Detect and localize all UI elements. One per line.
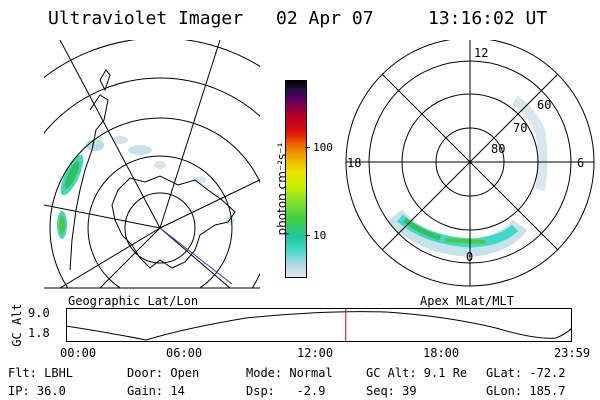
mlt-label-12: 12 — [474, 46, 489, 60]
info-glat: GLat: -72.2 — [486, 366, 566, 380]
color-scale-tick-100: 100 — [313, 141, 333, 154]
time-label: 13:16:02 UT — [428, 8, 548, 29]
info-mode: Mode: Normal — [246, 366, 333, 380]
color-scale-unit: photon cm⁻²s⁻¹ — [275, 142, 289, 236]
mlt-label-0: 0 — [466, 250, 474, 264]
apex-polar-plot — [345, 40, 595, 287]
info-gc-alt: GC Alt: 9.1 Re — [366, 366, 468, 380]
info-glon: GLon: 185.7 — [486, 384, 566, 398]
mlat-label-60: 60 — [537, 98, 552, 112]
color-scale-ticks — [305, 80, 311, 276]
info-gain: Gain: 14 — [127, 384, 185, 398]
mlt-label-18: 18 — [347, 156, 362, 170]
polar-grid — [345, 40, 595, 287]
geographic-map — [44, 40, 260, 289]
aurora-emission — [57, 136, 235, 239]
color-scale-tick-10: 10 — [313, 229, 327, 242]
info-seq: Seq: 39 — [366, 384, 417, 398]
info-dsp: Dsp: -2.9 — [246, 384, 326, 398]
info-door: Door: Open — [127, 366, 200, 380]
mlat-label-80: 80 — [491, 142, 506, 156]
time-tick-0600: 06:00 — [166, 346, 203, 360]
time-tick-1200: 12:00 — [297, 346, 334, 360]
gc-alt-tick-min: 1.8 — [28, 326, 50, 340]
altitude-strip-plot — [66, 308, 572, 342]
date-label: 02 Apr 07 — [276, 8, 374, 29]
mlt-label-6: 6 — [577, 156, 585, 170]
map-grid — [44, 40, 260, 288]
gc-alt-tick-max: 9.0 — [28, 306, 50, 320]
info-filter: Flt: LBHL — [8, 366, 74, 380]
mlat-label-70: 70 — [513, 121, 528, 135]
info-ip: IP: 36.0 — [8, 384, 66, 398]
instrument-title: Ultraviolet Imager — [48, 8, 244, 29]
color-scale-bar — [285, 80, 307, 278]
gc-alt-axis-label: GC Alt — [10, 303, 24, 347]
time-tick-1800: 18:00 — [423, 346, 460, 360]
time-tick-0000: 00:00 — [60, 346, 97, 360]
apex-caption: Apex MLat/MLT — [420, 294, 514, 308]
geographic-caption: Geographic Lat/Lon — [68, 294, 199, 308]
time-tick-2359: 23:59 — [554, 346, 591, 360]
